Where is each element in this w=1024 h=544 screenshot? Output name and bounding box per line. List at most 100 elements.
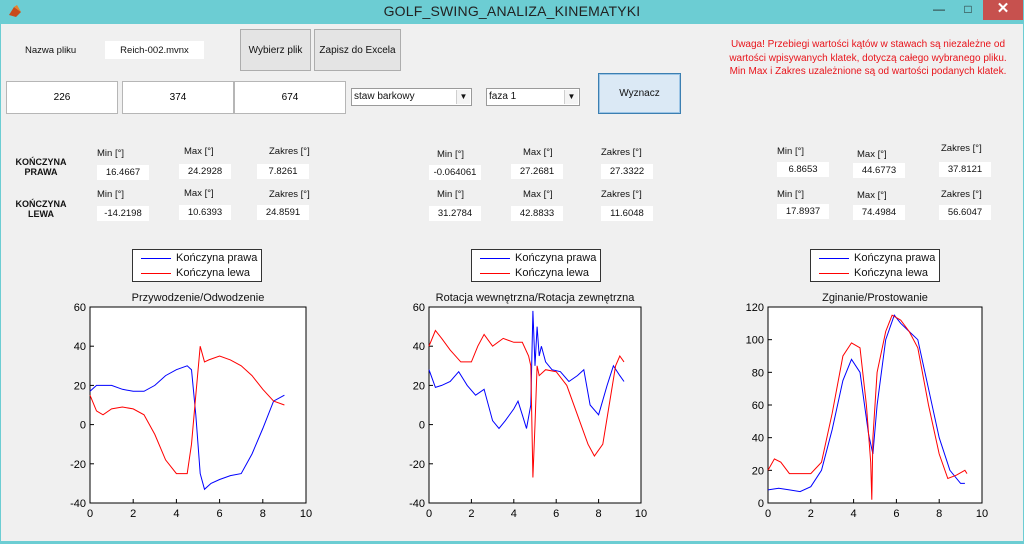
x-tick-label: 2 <box>808 508 814 520</box>
legend-item-left: Kończyna lewa <box>480 266 600 281</box>
legend-item-right: Kończyna prawa <box>141 251 261 266</box>
plot-area <box>89 306 307 504</box>
stat-value-left-range: 56.6047 <box>939 205 991 220</box>
chart-legend: Kończyna prawa Kończyna lewa <box>810 249 940 282</box>
chart-title: Przywodzenie/Odwodzenie <box>131 292 265 304</box>
stat-header-range: Zakres [°] <box>601 147 642 158</box>
phase-select[interactable]: faza 1 ▼ <box>486 88 580 106</box>
stat-value-left-min: 31.2784 <box>429 206 481 221</box>
x-tick-label: 8 <box>260 508 266 520</box>
plot-area <box>428 306 642 504</box>
x-tick-label: 2 <box>468 508 474 520</box>
file-name-field[interactable]: Reich-002.mvnx <box>105 41 204 59</box>
y-tick-label: 60 <box>752 400 764 412</box>
joint-select-value: staw barkowy <box>354 91 415 102</box>
chart-1: 0 2 4 6 8 10 -40 -20 0 20 40 60 <box>70 302 312 520</box>
chevron-down-icon: ▼ <box>456 90 470 104</box>
x-tick-label: 6 <box>217 508 223 520</box>
legend-swatch <box>141 258 171 259</box>
stat-value-left-max: 42.8833 <box>511 206 563 221</box>
x-tick-label: 8 <box>596 508 602 520</box>
x-tick-label: 10 <box>976 508 988 520</box>
legend-label: Kończyna lewa <box>176 267 250 279</box>
title-bar: GOLF_SWING_ANALIZA_KINEMATYKI — □ ✕ <box>0 0 1024 24</box>
legend-swatch <box>819 258 849 259</box>
x-tick-label: 4 <box>511 508 517 520</box>
legend-label: Kończyna lewa <box>854 267 928 279</box>
y-tick-label: 60 <box>74 302 86 314</box>
y-tick-label: 40 <box>74 341 86 353</box>
chart-title: Rotacja wewnętrzna/Rotacja zewnętrzna <box>435 292 635 304</box>
x-tick-label: 4 <box>851 508 857 520</box>
y-tick-label: -20 <box>70 459 86 471</box>
compute-button[interactable]: Wyznacz <box>598 73 681 114</box>
legend-label: Kończyna prawa <box>176 252 258 264</box>
y-tick-label: 80 <box>752 367 764 379</box>
stat-header-max: Max [°] <box>523 147 553 158</box>
joint-select[interactable]: staw barkowy ▼ <box>351 88 472 106</box>
chart-title: Zginanie/Prostowanie <box>822 292 928 304</box>
series-left-line <box>89 346 285 475</box>
y-tick-label: 40 <box>413 341 425 353</box>
maximize-button[interactable]: □ <box>964 2 972 16</box>
x-tick-label: 4 <box>173 508 179 520</box>
y-tick-label: -20 <box>409 459 425 471</box>
main-panel: Nazwa pliku Reich-002.mvnx Wybierz plik … <box>1 24 1023 541</box>
legend-label: Kończyna prawa <box>515 252 597 264</box>
x-tick-label: 0 <box>426 508 432 520</box>
row-label-left: KOŃCZYNA LEWA <box>15 199 67 219</box>
frame-end-input[interactable]: 674 <box>234 81 346 114</box>
y-tick-label: 120 <box>746 302 764 314</box>
series-left-line <box>428 329 625 478</box>
x-tick-label: 8 <box>936 508 942 520</box>
legend-item-left: Kończyna lewa <box>819 266 939 281</box>
stat-header-min: Min [°] <box>777 146 805 157</box>
legend-swatch <box>141 273 171 274</box>
series-right-line <box>428 310 625 430</box>
stat-value-left-range: 11.6048 <box>601 206 653 221</box>
minimize-button[interactable]: — <box>933 2 945 16</box>
stat-value-left-min: 17.8937 <box>777 204 829 219</box>
stat-header-max: Max [°] <box>523 189 553 200</box>
y-tick-label: 60 <box>413 302 425 314</box>
stat-header-min: Min [°] <box>97 148 125 159</box>
legend-item-left: Kończyna lewa <box>141 266 261 281</box>
stat-header-max: Max [°] <box>184 146 214 157</box>
stat-value-left-max: 10.6393 <box>179 205 231 220</box>
frame-start-input[interactable]: 226 <box>6 81 118 114</box>
stat-value-right-max: 27.2681 <box>511 164 563 179</box>
stat-value-right-range: 37.8121 <box>939 162 991 177</box>
legend-swatch <box>819 273 849 274</box>
stat-header-max: Max [°] <box>857 149 887 160</box>
matlab-icon <box>9 5 21 17</box>
y-tick-label: 20 <box>752 465 764 477</box>
warning-text: Uwaga! Przebiegi wartości kątów w stawac… <box>729 39 1007 77</box>
x-tick-label: 10 <box>635 508 647 520</box>
save-excel-button[interactable]: Zapisz do Excela <box>314 29 401 71</box>
stat-header-range: Zakres [°] <box>601 189 642 200</box>
stat-header-max: Max [°] <box>184 188 214 199</box>
phase-select-value: faza 1 <box>489 91 517 102</box>
stat-header-min: Min [°] <box>777 189 805 200</box>
stat-value-right-max: 24.2928 <box>179 164 231 179</box>
legend-label: Kończyna lewa <box>515 267 589 279</box>
x-tick-label: 2 <box>130 508 136 520</box>
close-button[interactable]: ✕ <box>983 0 1023 20</box>
window-title: GOLF_SWING_ANALIZA_KINEMATYKI <box>383 3 641 19</box>
frame-mid-input[interactable]: 374 <box>122 81 234 114</box>
legend-swatch <box>480 273 510 274</box>
y-tick-label: 0 <box>419 420 425 432</box>
x-tick-label: 6 <box>553 508 559 520</box>
y-tick-label: 20 <box>74 380 86 392</box>
choose-file-button[interactable]: Wybierz plik <box>240 29 311 71</box>
stat-value-right-range: 7.8261 <box>257 164 309 179</box>
stat-header-range: Zakres [°] <box>941 143 982 154</box>
row-label-right: KOŃCZYNA PRAWA <box>15 157 67 177</box>
stat-header-range: Zakres [°] <box>269 189 310 200</box>
stat-value-left-max: 74.4984 <box>853 205 905 220</box>
stat-value-right-min: 6.8653 <box>777 162 829 177</box>
legend-swatch <box>480 258 510 259</box>
series-right-line <box>89 365 285 491</box>
